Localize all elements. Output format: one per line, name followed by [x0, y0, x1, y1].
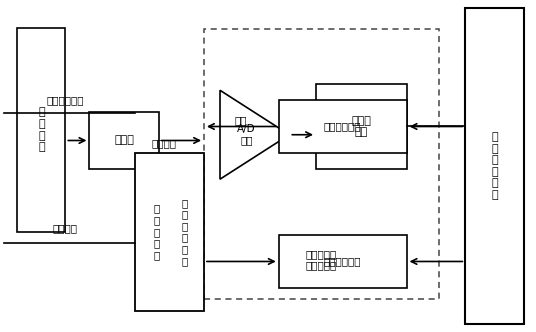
Bar — [90, 112, 159, 169]
Bar — [279, 235, 407, 288]
Text: A/D
转换: A/D 转换 — [237, 124, 256, 145]
Text: 信号调理与
预处理装置: 信号调理与 预处理装置 — [306, 249, 337, 271]
Text: 数
据
传
输
总
线: 数 据 传 输 总 线 — [492, 132, 498, 200]
Bar — [17, 28, 65, 232]
Bar — [316, 84, 407, 169]
Text: 声光预警单元: 声光预警单元 — [324, 257, 361, 267]
Text: 客
户
端
计
算
机: 客 户 端 计 算 机 — [182, 198, 188, 266]
Bar — [204, 29, 438, 299]
Text: 报表打印: 报表打印 — [53, 223, 78, 233]
Bar — [465, 8, 524, 324]
Text: 辅助变量: 辅助变量 — [152, 138, 176, 148]
Text: 传感器: 传感器 — [114, 135, 134, 145]
Text: 软
测
量
系
统: 软 测 量 系 统 — [154, 204, 160, 260]
Text: 数据采集单元: 数据采集单元 — [324, 122, 361, 131]
Bar — [135, 153, 204, 311]
Bar — [279, 100, 407, 153]
Text: 客户监测界面: 客户监测界面 — [47, 95, 84, 105]
Polygon shape — [220, 90, 289, 179]
Text: 接口: 接口 — [234, 115, 247, 125]
Text: 微处理
系统: 微处理 系统 — [352, 116, 371, 137]
Text: 被
测
对
象: 被 测 对 象 — [38, 107, 44, 152]
